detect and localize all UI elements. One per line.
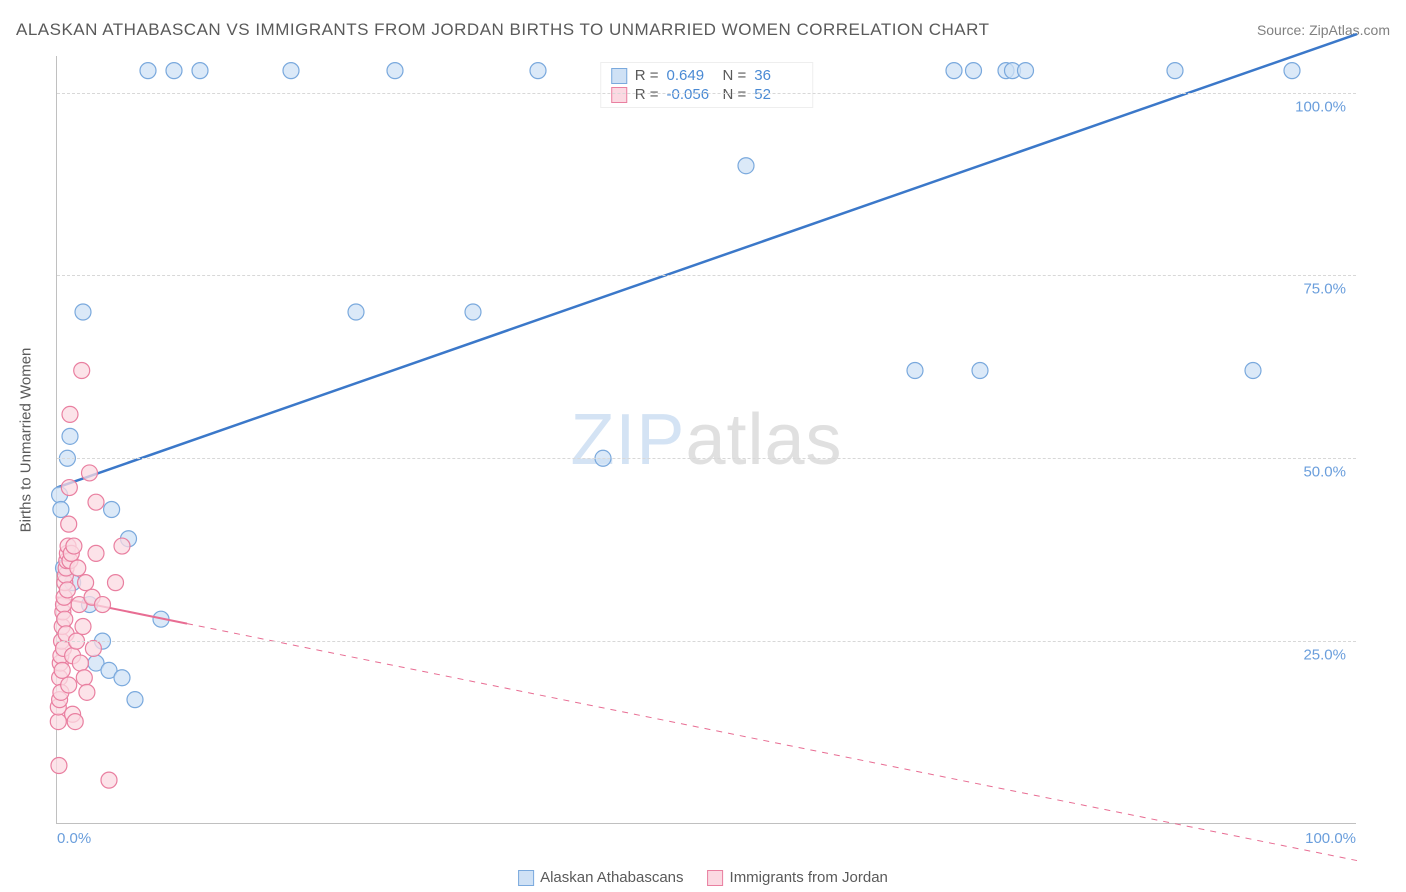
data-point-athabascan <box>127 692 143 708</box>
data-point-jordan <box>59 582 75 598</box>
data-point-athabascan <box>283 63 299 79</box>
data-point-jordan <box>72 655 88 671</box>
data-point-athabascan <box>465 304 481 320</box>
data-point-athabascan <box>966 63 982 79</box>
plot-svg <box>57 56 1356 823</box>
data-point-jordan <box>101 772 117 788</box>
gridline <box>57 641 1356 642</box>
data-point-jordan <box>51 757 67 773</box>
data-point-athabascan <box>1018 63 1034 79</box>
gridline <box>57 275 1356 276</box>
legend-label-athabascan: Alaskan Athabascans <box>540 869 683 886</box>
data-point-athabascan <box>75 304 91 320</box>
data-point-jordan <box>108 575 124 591</box>
r-label: R = <box>635 67 659 84</box>
data-point-athabascan <box>387 63 403 79</box>
chart-title: ALASKAN ATHABASCAN VS IMMIGRANTS FROM JO… <box>16 20 989 40</box>
data-point-athabascan <box>946 63 962 79</box>
data-point-jordan <box>78 575 94 591</box>
data-point-jordan <box>82 465 98 481</box>
data-point-jordan <box>61 480 77 496</box>
data-point-athabascan <box>192 63 208 79</box>
series-legend: Alaskan Athabascans Immigrants from Jord… <box>518 869 888 886</box>
r-value-athabascan: 0.649 <box>667 67 715 84</box>
data-point-athabascan <box>140 63 156 79</box>
legend-row-athabascan: R = 0.649 N = 36 <box>611 67 803 84</box>
n-value-athabascan: 36 <box>754 67 802 84</box>
trend-line-jordan-dashed <box>187 624 1357 861</box>
y-tick-label: 50.0% <box>1303 464 1346 481</box>
data-point-athabascan <box>62 428 78 444</box>
data-point-jordan <box>85 640 101 656</box>
swatch-athabascan-bottom <box>518 870 534 886</box>
data-point-jordan <box>114 538 130 554</box>
data-point-jordan <box>70 560 86 576</box>
chart-header: ALASKAN ATHABASCAN VS IMMIGRANTS FROM JO… <box>16 20 1390 40</box>
data-point-jordan <box>66 538 82 554</box>
data-point-jordan <box>95 597 111 613</box>
n-value-jordan: 52 <box>754 86 802 103</box>
data-point-jordan <box>54 662 70 678</box>
legend-row-jordan: R = -0.056 N = 52 <box>611 86 803 103</box>
data-point-athabascan <box>53 501 69 517</box>
data-point-jordan <box>61 516 77 532</box>
data-point-athabascan <box>1167 63 1183 79</box>
data-point-jordan <box>79 684 95 700</box>
data-point-athabascan <box>166 63 182 79</box>
data-point-jordan <box>88 494 104 510</box>
n-label: N = <box>723 67 747 84</box>
data-point-jordan <box>75 619 91 635</box>
r-value-jordan: -0.056 <box>667 86 715 103</box>
data-point-athabascan <box>114 670 130 686</box>
plot-area: ZIPatlas R = 0.649 N = 36 R = -0.056 N =… <box>56 56 1356 824</box>
correlation-legend: R = 0.649 N = 36 R = -0.056 N = 52 <box>600 62 814 108</box>
data-point-athabascan <box>972 363 988 379</box>
data-point-jordan <box>61 677 77 693</box>
data-point-athabascan <box>348 304 364 320</box>
gridline <box>57 458 1356 459</box>
data-point-athabascan <box>1245 363 1261 379</box>
swatch-jordan-bottom <box>708 870 724 886</box>
legend-item-athabascan: Alaskan Athabascans <box>518 869 683 886</box>
y-tick-label: 75.0% <box>1303 281 1346 298</box>
gridline <box>57 93 1356 94</box>
n-label: N = <box>723 86 747 103</box>
chart-source: Source: ZipAtlas.com <box>1257 22 1390 38</box>
x-tick-max: 100.0% <box>1305 830 1356 847</box>
data-point-athabascan <box>530 63 546 79</box>
y-tick-label: 25.0% <box>1303 647 1346 664</box>
swatch-athabascan <box>611 68 627 84</box>
y-axis-label: Births to Unmarried Women <box>18 348 35 533</box>
data-point-jordan <box>76 670 92 686</box>
data-point-athabascan <box>907 363 923 379</box>
data-point-jordan <box>67 714 83 730</box>
data-point-athabascan <box>1284 63 1300 79</box>
data-point-jordan <box>62 406 78 422</box>
x-tick-min: 0.0% <box>57 830 91 847</box>
swatch-jordan <box>611 87 627 103</box>
legend-label-jordan: Immigrants from Jordan <box>730 869 888 886</box>
data-point-jordan <box>57 611 73 627</box>
data-point-athabascan <box>738 158 754 174</box>
legend-item-jordan: Immigrants from Jordan <box>708 869 888 886</box>
data-point-jordan <box>74 363 90 379</box>
data-point-jordan <box>50 714 66 730</box>
r-label: R = <box>635 86 659 103</box>
data-point-athabascan <box>104 501 120 517</box>
data-point-jordan <box>88 545 104 561</box>
y-tick-label: 100.0% <box>1295 98 1346 115</box>
